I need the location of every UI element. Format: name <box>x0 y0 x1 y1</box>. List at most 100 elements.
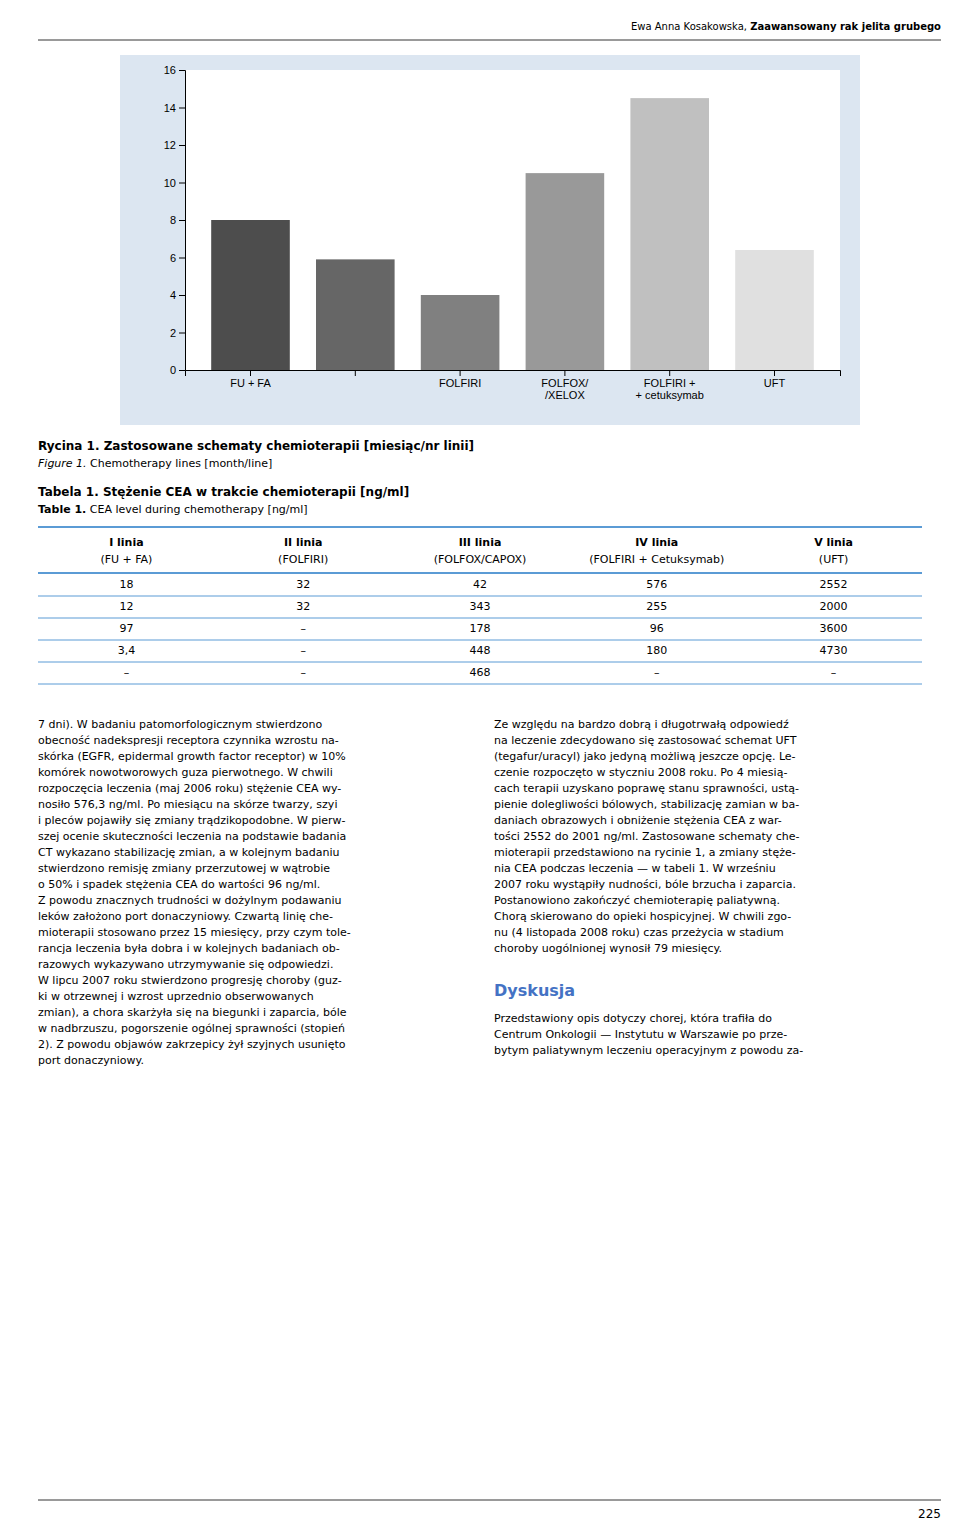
text-line: Chorą skierowano do opieki hospicyjnej. … <box>494 910 791 923</box>
text-line: o 50% i spadek stężenia CEA do wartości … <box>38 878 320 891</box>
table-cell: 3600 <box>820 622 848 635</box>
table-row-rule <box>38 662 922 663</box>
table-cell: 3,4 <box>118 644 136 657</box>
x-tick: UFT <box>764 370 786 389</box>
axis-line <box>179 71 186 371</box>
x-tick-label: FU + FA <box>230 377 271 389</box>
table-title-label: Tabela 1. <box>38 485 99 499</box>
table-row-rule <box>38 684 922 685</box>
x-tick-label: FOLFIRI <box>439 377 481 389</box>
table-cell: 448 <box>470 644 491 657</box>
chart-background <box>120 55 860 425</box>
y-tick: 0 <box>170 364 185 376</box>
header-rule <box>38 40 941 41</box>
header-text: Ewa Anna Kosakowska, Zaawansowany rak je… <box>631 21 941 32</box>
table-header: (FOLFIRI) <box>278 553 328 566</box>
caption-text: Chemotherapy lines [month/line] <box>87 457 273 470</box>
x-tick-mark <box>774 370 775 376</box>
x-tick: FOLFIRI ++ cetuksymab <box>636 370 704 401</box>
table-header: (FOLFIRI + Cetuksymab) <box>589 553 724 566</box>
table-rule <box>38 526 922 528</box>
table-cell: 2000 <box>820 600 848 613</box>
plot-area <box>185 70 840 370</box>
text-line: skórka (EGFR, epidermal growth factor re… <box>38 750 346 763</box>
table-header: I linia <box>109 536 144 549</box>
y-tick: 4 <box>170 289 185 301</box>
x-tick-label-line: FU + FA <box>230 377 271 389</box>
table-row-rule <box>38 618 922 619</box>
table-cell: – <box>300 666 306 679</box>
chart: 0246810121416FU + FAFOLFIRIFOLFOX//XELOX… <box>164 64 841 401</box>
body-text-left: 7 dni). W badaniu patomorfologicznym stw… <box>38 718 351 1067</box>
table-cell: 468 <box>470 666 491 679</box>
y-tick-mark <box>179 258 185 259</box>
bar <box>316 259 395 370</box>
y-tick-mark <box>179 70 185 71</box>
table-rule <box>38 572 922 574</box>
y-tick-mark <box>179 108 185 109</box>
text-line: obecność nadekspresji receptora czynnika… <box>38 734 339 747</box>
section-title: Dyskusja <box>494 981 575 1000</box>
x-tick-label-line: FOLFIRI <box>439 377 481 389</box>
x-tick-mark <box>564 370 565 376</box>
x-tick: FU + FA <box>230 370 271 389</box>
x-tick-label-line: FOLFOX/ <box>541 377 589 389</box>
table-cell: 18 <box>119 578 133 591</box>
text-line: ki w otrzewnej i wzrost uprzednio obserw… <box>38 990 314 1003</box>
table-cell: 343 <box>470 600 491 613</box>
x-tick-label: FOLFOX//XELOX <box>541 377 589 402</box>
text-line: CT wykazano stabilizację zmian, a w kole… <box>38 846 340 859</box>
section-body: Przedstawiony opis dotyczy chorej, która… <box>494 1012 803 1057</box>
table-cell: – <box>654 666 660 679</box>
y-tick: 2 <box>170 327 185 339</box>
y-tick-mark <box>179 145 185 146</box>
bars <box>211 98 814 370</box>
bar <box>211 220 290 370</box>
table-cell: 255 <box>646 600 667 613</box>
caption-text: Zastosowane schematy chemioterapii [mies… <box>99 439 474 453</box>
text-line: zmian), a chora skarżyła się na biegunki… <box>38 1006 347 1019</box>
x-tick-mark <box>250 370 251 376</box>
table-cell: 180 <box>646 644 667 657</box>
x-tick-mark <box>355 370 356 376</box>
text-line: razowych wykazywano utrzymywanie się odp… <box>38 958 333 971</box>
y-tick-label: 4 <box>170 289 176 301</box>
x-tick-label: FOLFIRI ++ cetuksymab <box>636 377 704 402</box>
y-tick-label: 16 <box>164 64 176 76</box>
table-cell: 2552 <box>820 578 848 591</box>
text-line: (tegafur/uracyl) jako jedyną możliwą jes… <box>494 750 796 763</box>
table-cell: 96 <box>650 622 664 635</box>
text-line: port donaczyniowy. <box>38 1054 144 1067</box>
caption-label: Rycina 1. <box>38 439 99 453</box>
x-tick-label-line: UFT <box>764 377 786 389</box>
y-tick: 6 <box>170 252 185 264</box>
figure-caption-pl: Rycina 1. Zastosowane schematy chemioter… <box>38 439 474 453</box>
header-title: Zaawansowany rak jelita grubego <box>750 21 941 32</box>
y-tick-mark <box>179 295 185 296</box>
bar <box>421 295 500 370</box>
axis-line <box>186 371 841 377</box>
table-header: (FU + FA) <box>100 553 152 566</box>
text-line: bytym paliatywnym leczeniu operacyjnym z… <box>494 1044 803 1057</box>
text-line: w nadbrzuszu, pogorszenie ogólnej sprawn… <box>38 1022 345 1035</box>
text-line: 2). Z powodu objawów zakrzepicy żył szyj… <box>38 1038 346 1051</box>
table-header: II linia <box>284 536 323 549</box>
table-header: V linia <box>814 536 853 549</box>
text-line: Ze względu na bardzo dobrą i długotrwałą… <box>494 718 789 731</box>
x-tick-label-line: /XELOX <box>545 389 585 401</box>
text-line: Z powodu znacznych trudności w dożylnym … <box>38 894 341 907</box>
table-cell: 97 <box>119 622 133 635</box>
table-header: (UFT) <box>819 553 849 566</box>
table-cell: – <box>831 666 837 679</box>
table-title-label: Table 1. <box>38 503 86 516</box>
y-tick: 10 <box>164 177 185 189</box>
x-tick: FOLFOX//XELOX <box>541 370 589 401</box>
y-tick-label: 8 <box>170 214 176 226</box>
text-line: Centrum Onkologii — Instytutu w Warszawi… <box>494 1028 787 1041</box>
text-line: 7 dni). W badaniu patomorfologicznym stw… <box>38 718 322 731</box>
y-tick-mark <box>179 370 185 371</box>
text-line: choroby uogólnionej wynosił 79 miesięcy. <box>494 942 722 955</box>
x-tick-mark <box>460 370 461 376</box>
body-text-right: Ze względu na bardzo dobrą i długotrwałą… <box>494 718 800 955</box>
y-tick-label: 10 <box>164 177 176 189</box>
